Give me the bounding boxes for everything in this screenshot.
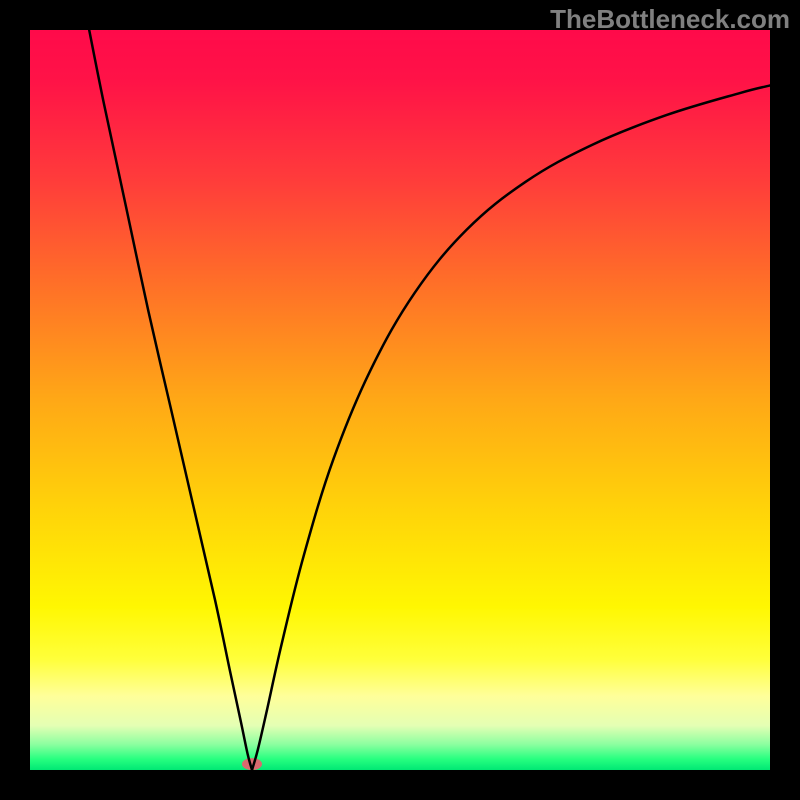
watermark-text: TheBottleneck.com <box>550 4 790 35</box>
bottleneck-chart <box>0 0 800 800</box>
chart-container: TheBottleneck.com <box>0 0 800 800</box>
chart-background <box>30 30 770 770</box>
